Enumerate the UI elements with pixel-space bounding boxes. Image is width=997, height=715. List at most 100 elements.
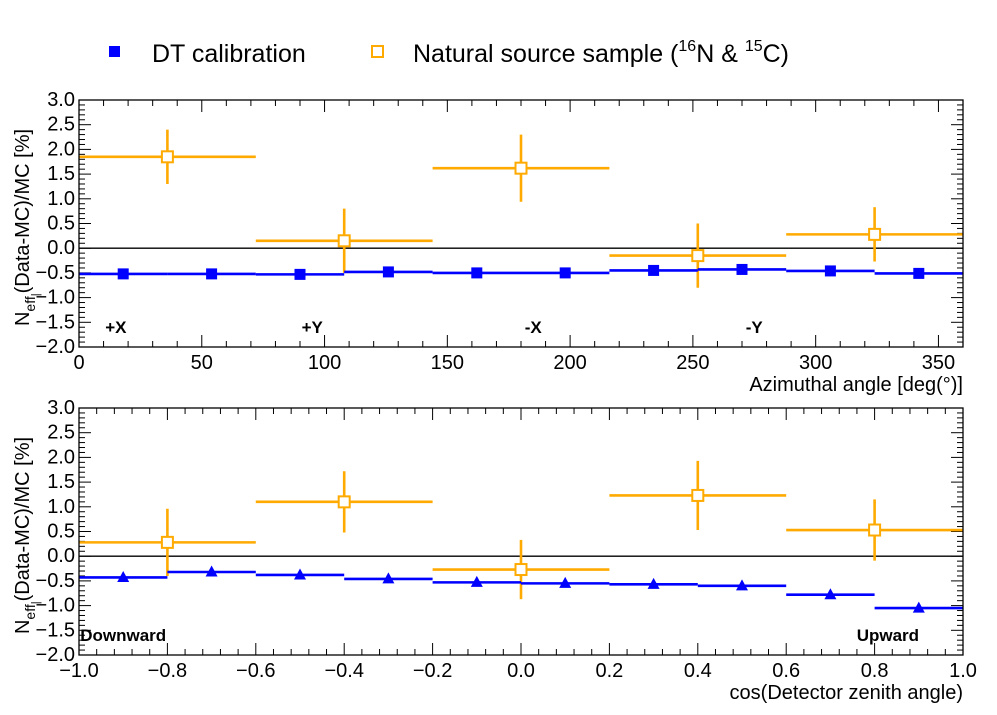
- legend-dt-label: DT calibration: [152, 40, 306, 68]
- ns-point: [79, 129, 256, 184]
- y-tick-label: 3.0: [47, 397, 75, 419]
- ns-point: [786, 207, 963, 262]
- y-tick-label: 1.0: [47, 188, 75, 210]
- dt-point: [609, 264, 698, 276]
- ns-point: [609, 460, 787, 531]
- dt-point: [432, 575, 521, 587]
- top-y-tick-labels: −2.0 −1.5−1.0 −0.5 0.00.5 1.0 1.5 2.02.5 3.0: [36, 89, 75, 358]
- bottom-y-tick-labels: −2.0 −1.5−1.0 −0.5 0.00.5 1.0 1.5 2.02.5 3.0: [36, 397, 75, 666]
- top-panel: 0 50 100 150 200 250 300 350 −2.0 −1.5−1.0 −0.5 0.…: [12, 89, 964, 396]
- legend-dt-marker: [109, 46, 120, 57]
- y-tick-label: −1.5: [36, 619, 75, 641]
- y-tick-label: 2.5: [47, 114, 75, 136]
- dt-point: [79, 268, 168, 280]
- dt-point: [167, 565, 256, 577]
- top-x-tick-labels: 0 50 100 150 200 250 300 350: [73, 352, 955, 374]
- x-tick-label: 0: [73, 352, 84, 374]
- y-tick-label: −2.0: [36, 336, 75, 358]
- ns-point: [609, 223, 787, 288]
- x-tick-label: 0.0: [507, 660, 535, 682]
- dt-point: [344, 572, 433, 584]
- dt-point: [521, 576, 610, 588]
- y-tick-label: 1.5: [47, 471, 75, 493]
- ns-point: [786, 499, 963, 561]
- x-tick-label: 300: [799, 352, 832, 374]
- legend-ns-marker: [371, 45, 384, 58]
- dt-point: [79, 570, 168, 582]
- y-tick-label: 2.0: [47, 446, 75, 468]
- ns-point: [432, 134, 610, 202]
- ns-point: [432, 539, 610, 600]
- x-tick-label: 1.0: [949, 660, 977, 682]
- y-tick-label: 1.5: [47, 163, 75, 185]
- x-tick-label: 350: [922, 352, 955, 374]
- dt-point: [344, 266, 433, 278]
- top-series: [79, 129, 963, 288]
- x-tick-label: −1.0: [59, 660, 98, 682]
- dt-point: [167, 268, 256, 280]
- bottom-annotations: Downward Upward: [80, 626, 919, 645]
- x-tick-label: −0.4: [324, 660, 363, 682]
- ns-point: [79, 508, 256, 576]
- y-tick-label: 2.5: [47, 422, 75, 444]
- y-tick-label: 0.0: [47, 237, 75, 259]
- dt-point: [521, 267, 610, 279]
- dt-point: [255, 268, 345, 280]
- x-tick-label: 0.4: [684, 660, 712, 682]
- dt-point: [697, 579, 787, 591]
- x-tick-label: −0.8: [148, 660, 187, 682]
- x-tick-label: 250: [676, 352, 709, 374]
- legend: DT calibration Natural source sample (16…: [109, 38, 789, 68]
- y-tick-label: −0.5: [36, 570, 75, 592]
- dt-point: [609, 577, 698, 589]
- y-tick-label: −1.5: [36, 311, 75, 333]
- dt-point: [697, 263, 787, 275]
- ns-point: [255, 471, 433, 533]
- dt-point: [874, 267, 963, 279]
- panel-annotation: +X: [105, 318, 127, 337]
- y-tick-label: 0.5: [47, 521, 75, 543]
- panel-annotation: +Y: [302, 318, 324, 337]
- y-tick-label: 3.0: [47, 89, 75, 111]
- y-tick-label: −1.0: [36, 595, 75, 617]
- dt-point: [255, 568, 345, 580]
- x-tick-label: 0.2: [595, 660, 623, 682]
- dt-point: [432, 267, 521, 279]
- top-annotations: +X +Y -X -Y: [105, 318, 763, 337]
- panel-annotation: -Y: [746, 318, 764, 337]
- bottom-x-tick-labels: −1.0 −0.8 −0.6 −0.4 −0.2 0.0 0.2 0.4 0.6 0.8 1.0: [59, 660, 977, 682]
- x-tick-label: 50: [191, 352, 213, 374]
- legend-ns-label: Natural source sample (16N & 15C): [413, 38, 789, 68]
- top-x-axis-label: Azimuthal angle [deg(°)]: [749, 374, 963, 396]
- bottom-series: [79, 460, 963, 613]
- x-tick-label: 100: [308, 352, 341, 374]
- dt-point: [786, 265, 875, 277]
- ns-point: [255, 208, 433, 273]
- y-tick-label: 1.0: [47, 496, 75, 518]
- x-tick-label: 0.8: [861, 660, 889, 682]
- top-y-axis-label: Neff|(Data-MC)/MC [%]: [12, 129, 42, 326]
- x-tick-label: −0.2: [413, 660, 452, 682]
- x-tick-label: 150: [431, 352, 464, 374]
- bottom-y-axis-label: Neff|(Data-MC)/MC [%]: [12, 437, 42, 634]
- bottom-panel-ticks: [78, 407, 964, 656]
- y-tick-label: 0.0: [47, 545, 75, 567]
- y-tick-label: −2.0: [36, 644, 75, 666]
- y-tick-label: 0.5: [47, 213, 75, 235]
- top-plot-frame: [78, 99, 964, 348]
- y-tick-label: 2.0: [47, 138, 75, 160]
- y-tick-label: −0.5: [36, 262, 75, 284]
- x-tick-label: 0.6: [772, 660, 800, 682]
- dt-point: [786, 588, 875, 600]
- x-tick-label: 200: [553, 352, 586, 374]
- bottom-plot-frame: [78, 407, 964, 656]
- panel-annotation: Upward: [857, 626, 919, 645]
- bottom-x-axis-label: cos(Detector zenith angle): [730, 682, 963, 704]
- x-tick-label: −0.6: [236, 660, 275, 682]
- panel-annotation: -X: [525, 318, 543, 337]
- bottom-panel: −1.0 −0.8 −0.6 −0.4 −0.2 0.0 0.2 0.4 0.6 0.8 1.0 −…: [12, 397, 977, 704]
- panel-annotation: Downward: [80, 626, 166, 645]
- dt-point: [874, 601, 963, 613]
- y-tick-label: −1.0: [36, 287, 75, 309]
